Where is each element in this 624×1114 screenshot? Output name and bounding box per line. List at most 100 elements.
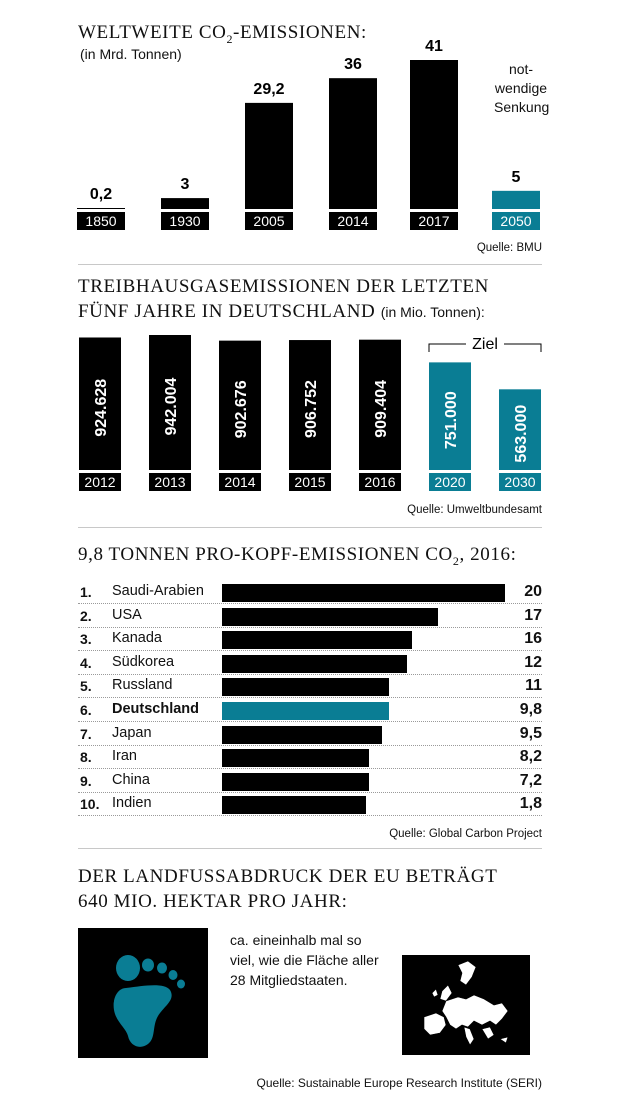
country-label: China — [112, 771, 150, 788]
value-label: 17 — [524, 606, 542, 624]
section3-title-sub: 2 — [452, 553, 460, 568]
row-separator — [78, 603, 542, 604]
data-label: 0,2 — [90, 186, 112, 203]
category-label-bg — [359, 473, 401, 491]
data-label: 563.000 — [513, 405, 530, 463]
bar — [222, 749, 370, 768]
country-label: Deutschland — [112, 701, 200, 717]
section2-title-line2: FÜNF JAHRE IN DEUTSCHLAND — [78, 301, 376, 322]
rank-label: 6. — [80, 702, 92, 718]
section3-title-main: 9,8 TONNEN PRO-KOPF-EMISSIONEN CO — [78, 544, 453, 565]
row-separator — [78, 697, 542, 699]
category-label-bg — [289, 473, 331, 491]
target-label: Ziel — [472, 336, 498, 353]
category-label: 2016 — [364, 474, 395, 490]
row-separator — [78, 768, 542, 770]
country-label: Südkorea — [112, 653, 175, 670]
section1-note: not- wendige Senkung — [494, 60, 549, 117]
data-label: 3 — [181, 176, 190, 193]
value-label: 1,8 — [519, 795, 542, 813]
section4-text-line: viel, wie die Fläche aller — [230, 952, 379, 968]
category-label-bg — [79, 473, 121, 491]
country-label: Saudi-Arabien — [112, 583, 204, 599]
bar — [222, 654, 408, 673]
section4-title-line2: 640 MIO. HEKTAR PRO JAHR: — [78, 891, 348, 912]
category-label: 1930 — [169, 213, 200, 229]
category-label: 2013 — [154, 474, 185, 490]
chart-world-co2: 0,2 1850 3 1930 29,2 2005 36 2014 41 2017 5 2050 — [77, 38, 540, 230]
section1-title-sub: 2 — [226, 31, 234, 46]
bar — [222, 607, 439, 626]
category-label: 2012 — [84, 474, 115, 490]
chart-germany-ghg: 924.628 2012 942.004 2013 902.676 2014 906.752… — [79, 335, 542, 491]
bar — [77, 208, 125, 209]
bar — [222, 796, 367, 815]
value-label: 9,5 — [519, 724, 542, 742]
category-label-bg — [492, 212, 540, 230]
row-separator — [78, 650, 542, 652]
section1-title-main: WELTWEITE CO — [78, 22, 227, 43]
section4-text-line: 28 Mitgliedstaaten. — [230, 972, 348, 988]
bar — [222, 678, 389, 697]
europe-map-icon — [402, 955, 530, 1055]
country-label: Indien — [112, 795, 152, 812]
row-separator — [78, 626, 542, 628]
value-label: 16 — [524, 630, 542, 648]
bar — [79, 337, 121, 470]
data-label: 906.752 — [303, 380, 320, 438]
value-label: 11 — [525, 677, 542, 695]
bar — [429, 362, 471, 470]
bar — [492, 190, 540, 209]
section1-note-line: not- — [508, 61, 534, 77]
rank-label: 7. — [80, 725, 92, 742]
category-label: 2050 — [500, 213, 531, 229]
category-label-bg — [499, 473, 541, 491]
value-label: 12 — [524, 653, 542, 671]
category-label: 2015 — [294, 474, 325, 490]
country-label: Kanada — [112, 630, 162, 647]
section1-title-end: -EMISSIONEN: — [233, 22, 367, 43]
country-label: Japan — [112, 724, 152, 741]
rank-label: 10. — [80, 796, 100, 813]
rank-label: 9. — [80, 772, 92, 789]
section2-title: TREIBHAUSGASEMISSIONEN DER LETZTEN FÜNF … — [78, 274, 489, 325]
bar — [359, 339, 401, 470]
section1-unit: (in Mrd. Tonnen) — [80, 46, 182, 62]
category-label: 2005 — [253, 213, 284, 229]
data-label: 909.404 — [373, 380, 390, 438]
bar — [499, 389, 541, 470]
data-label: 29,2 — [253, 81, 284, 98]
footprint-icon — [78, 928, 208, 1058]
section1-source: Quelle: BMU — [476, 242, 542, 254]
section2-unit: (in Mio. Tonnen): — [380, 304, 485, 320]
country-label: Iran — [112, 748, 137, 765]
bar — [222, 772, 370, 791]
row-separator — [78, 815, 542, 817]
category-label: 2017 — [418, 213, 449, 229]
row-separator — [78, 791, 542, 793]
bar — [222, 631, 412, 650]
rank-label: 4. — [80, 654, 92, 671]
data-label: 5 — [512, 169, 521, 186]
section4-text: ca. eineinhalb mal so viel, wie die Fläc… — [230, 930, 379, 990]
chart-per-capita: 1. Saudi-Arabien 20 2. USA 17 3. Kanada 16 4. Südk… — [0, 580, 624, 820]
value-label: 9,8 — [519, 701, 542, 718]
bar — [219, 340, 261, 470]
section4-source: Quelle: Sustainable Europe Research Inst… — [256, 1076, 542, 1090]
country-label: Russland — [112, 677, 173, 694]
rank-label: 5. — [80, 678, 92, 695]
section2-title-line1: TREIBHAUSGASEMISSIONEN DER LETZTEN — [78, 276, 489, 297]
category-label: 2014 — [337, 213, 368, 229]
row-separator — [78, 744, 542, 746]
section2-source: Quelle: Umweltbundesamt — [407, 504, 542, 516]
value-label: 8,2 — [519, 748, 542, 766]
section4-text-line: ca. eineinhalb mal so — [230, 932, 362, 948]
data-label: 41 — [425, 38, 443, 55]
section1-title: WELTWEITE CO2-EMISSIONEN: — [78, 20, 367, 52]
country-label: USA — [112, 606, 142, 623]
category-label-bg — [245, 212, 293, 230]
bar — [410, 60, 458, 209]
bar — [245, 102, 293, 209]
divider — [78, 848, 542, 849]
data-label: 751.000 — [443, 391, 460, 449]
